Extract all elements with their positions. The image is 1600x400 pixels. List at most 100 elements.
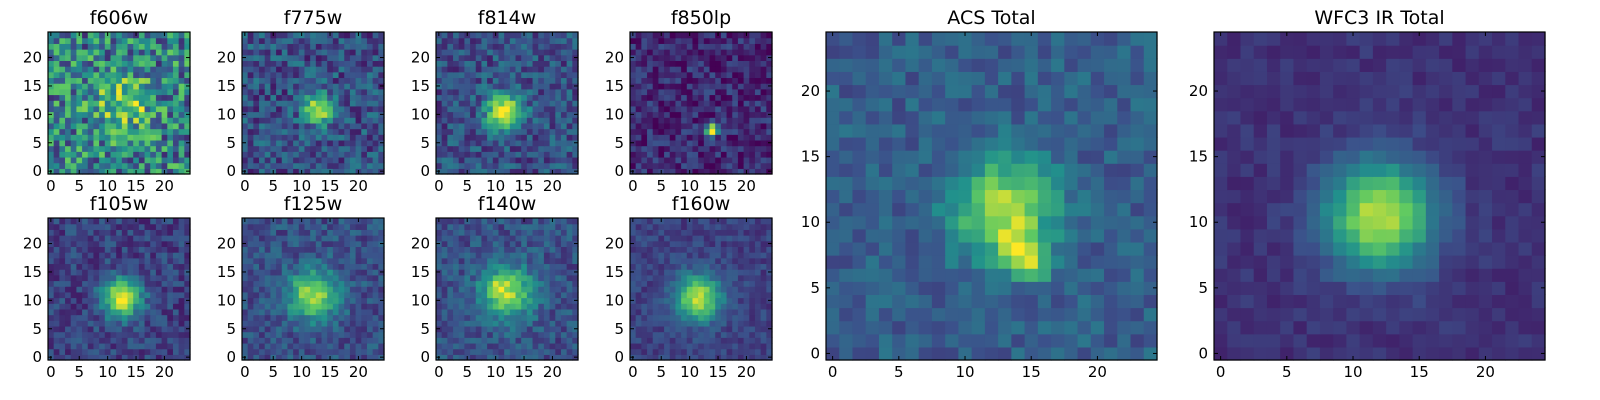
heatmap-cell bbox=[110, 286, 117, 293]
heatmap-cell bbox=[749, 117, 756, 124]
heatmap-cell bbox=[321, 77, 328, 84]
heatmap-cell bbox=[133, 100, 140, 107]
heatmap-cell bbox=[441, 71, 448, 79]
heatmap-cell bbox=[532, 32, 539, 39]
heatmap-cell bbox=[766, 49, 773, 56]
heatmap-cell bbox=[321, 105, 328, 113]
heatmap-cell bbox=[475, 246, 483, 253]
heatmap-cell bbox=[509, 162, 517, 169]
heatmap-cell bbox=[555, 229, 562, 236]
heatmap-cell bbox=[664, 32, 671, 39]
heatmap-cell bbox=[361, 60, 368, 67]
heatmap-cell bbox=[82, 117, 89, 124]
heatmap-cell bbox=[538, 83, 545, 90]
heatmap-cell bbox=[526, 100, 534, 107]
heatmap-cell bbox=[121, 291, 129, 299]
heatmap-cell bbox=[560, 218, 568, 225]
heatmap-cell bbox=[293, 71, 300, 79]
heatmap-cell bbox=[172, 145, 180, 152]
x-tick-label: 20 bbox=[737, 177, 756, 195]
heatmap-cell bbox=[298, 223, 306, 230]
heatmap-cell bbox=[378, 223, 385, 230]
heatmap-cell bbox=[310, 325, 317, 333]
heatmap-cell bbox=[498, 297, 505, 304]
heatmap-cell bbox=[242, 342, 249, 350]
heatmap-cell bbox=[566, 77, 573, 84]
heatmap-cell bbox=[658, 134, 665, 141]
heatmap-cell bbox=[65, 60, 72, 67]
heatmap-cell bbox=[53, 325, 60, 333]
heatmap-cell bbox=[509, 122, 517, 130]
heatmap-cell bbox=[264, 43, 271, 50]
heatmap-cell bbox=[99, 117, 106, 124]
heatmap-cell bbox=[709, 66, 716, 73]
heatmap-cell bbox=[315, 235, 323, 242]
heatmap-cell bbox=[349, 291, 357, 299]
heatmap-cell bbox=[59, 252, 66, 259]
heatmap-cell bbox=[59, 94, 66, 101]
heatmap-cell bbox=[304, 263, 311, 270]
heatmap-cell bbox=[355, 257, 362, 265]
heatmap-cell bbox=[281, 83, 289, 90]
heatmap-cell bbox=[264, 94, 271, 101]
heatmap-cell bbox=[366, 240, 374, 247]
heatmap-cell bbox=[116, 32, 123, 39]
heatmap-cell bbox=[104, 252, 112, 259]
heatmap-cell bbox=[504, 229, 511, 236]
heatmap-cell bbox=[144, 308, 151, 316]
heatmap-cell bbox=[372, 145, 379, 152]
heatmap-cell bbox=[521, 128, 528, 135]
heatmap-cell bbox=[572, 223, 579, 230]
heatmap-cell bbox=[543, 77, 551, 84]
heatmap-cell bbox=[144, 60, 151, 67]
heatmap-cell bbox=[543, 43, 551, 50]
heatmap-cell bbox=[155, 105, 163, 113]
heatmap-cell bbox=[287, 145, 294, 152]
heatmap-cell bbox=[743, 49, 750, 56]
heatmap-cell bbox=[686, 60, 694, 67]
heatmap-cell bbox=[48, 348, 55, 355]
heatmap-cell bbox=[630, 348, 637, 355]
heatmap-cell bbox=[487, 49, 494, 56]
heatmap-cell bbox=[344, 331, 351, 338]
heatmap-cell bbox=[526, 331, 534, 338]
heatmap-cell bbox=[669, 94, 677, 101]
heatmap-cell bbox=[760, 151, 767, 158]
heatmap-cell bbox=[366, 60, 374, 67]
heatmap-cell bbox=[470, 162, 477, 169]
heatmap-cell bbox=[378, 348, 385, 355]
x-tick-label: 0 bbox=[434, 363, 444, 381]
heatmap-cell bbox=[521, 229, 528, 236]
heatmap-cell bbox=[572, 274, 579, 282]
heatmap-cell bbox=[754, 54, 762, 61]
heatmap-cell bbox=[378, 71, 385, 79]
heatmap-cell bbox=[366, 223, 374, 230]
heatmap-cell bbox=[447, 308, 454, 316]
heatmap-cell bbox=[475, 263, 483, 270]
heatmap-cell bbox=[447, 320, 454, 327]
heatmap-cell bbox=[658, 286, 665, 293]
heatmap-cell bbox=[110, 257, 117, 265]
heatmap-cell bbox=[247, 218, 254, 225]
heatmap-cell bbox=[447, 223, 454, 230]
heatmap-cell bbox=[361, 168, 368, 175]
heatmap-cell bbox=[93, 145, 100, 152]
heatmap-cell bbox=[76, 342, 83, 350]
heatmap-cell bbox=[681, 325, 688, 333]
heatmap-cell bbox=[121, 139, 129, 147]
heatmap-cell bbox=[178, 32, 185, 39]
heatmap-cell bbox=[492, 117, 500, 124]
heatmap-cell bbox=[366, 348, 374, 355]
heatmap-cell bbox=[344, 308, 351, 316]
heatmap-cell bbox=[304, 314, 311, 321]
heatmap-cell bbox=[436, 320, 443, 327]
heatmap-cell bbox=[298, 122, 306, 130]
heatmap-cell bbox=[366, 168, 374, 175]
heatmap-cell bbox=[543, 337, 551, 344]
heatmap-cell bbox=[652, 337, 659, 344]
heatmap-cell bbox=[749, 280, 756, 287]
heatmap-cell bbox=[555, 66, 562, 73]
heatmap-cell bbox=[709, 151, 716, 158]
heatmap-cell bbox=[167, 229, 174, 236]
heatmap-cell bbox=[65, 235, 72, 242]
